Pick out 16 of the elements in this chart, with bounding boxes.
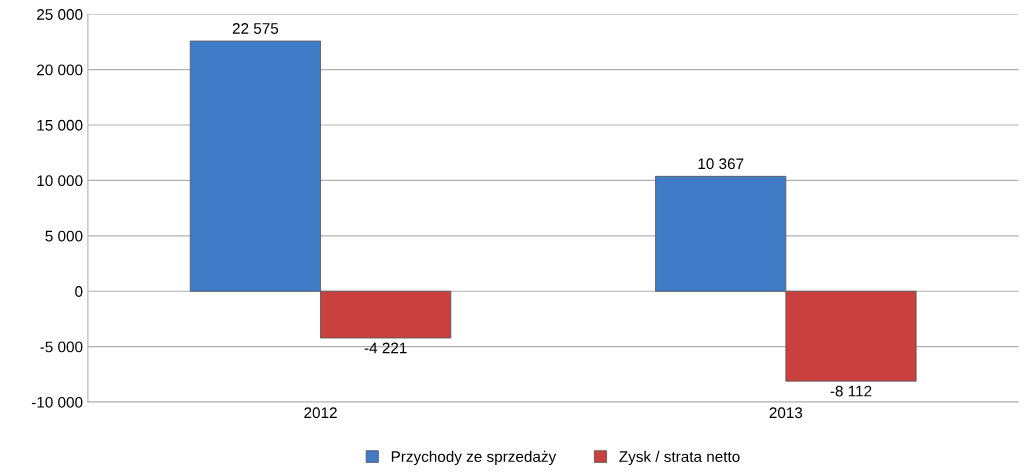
y-tick-label: 0: [75, 286, 83, 297]
data-label: -4 221: [364, 342, 407, 354]
y-tick-label: 20 000: [37, 64, 83, 76]
y-tick-label: -10 000: [31, 396, 83, 408]
y-tick-label: 25 000: [37, 9, 83, 20]
x-tick-label: 2012: [304, 407, 337, 419]
data-label: -8 112: [830, 385, 872, 397]
data-label: 22 575: [232, 23, 279, 34]
data-label: 10 367: [698, 158, 744, 170]
y-tick-label: 10 000: [37, 175, 83, 187]
y-tick-label: -5 000: [40, 341, 83, 353]
x-tick-label: 2013: [769, 407, 803, 419]
y-tick-label: 15 000: [37, 119, 83, 131]
legend-label: Przychody ze sprzedaży: [391, 450, 557, 466]
y-tick-label: 5 000: [45, 230, 83, 242]
legend-label: Zysk / strata netto: [619, 450, 740, 466]
